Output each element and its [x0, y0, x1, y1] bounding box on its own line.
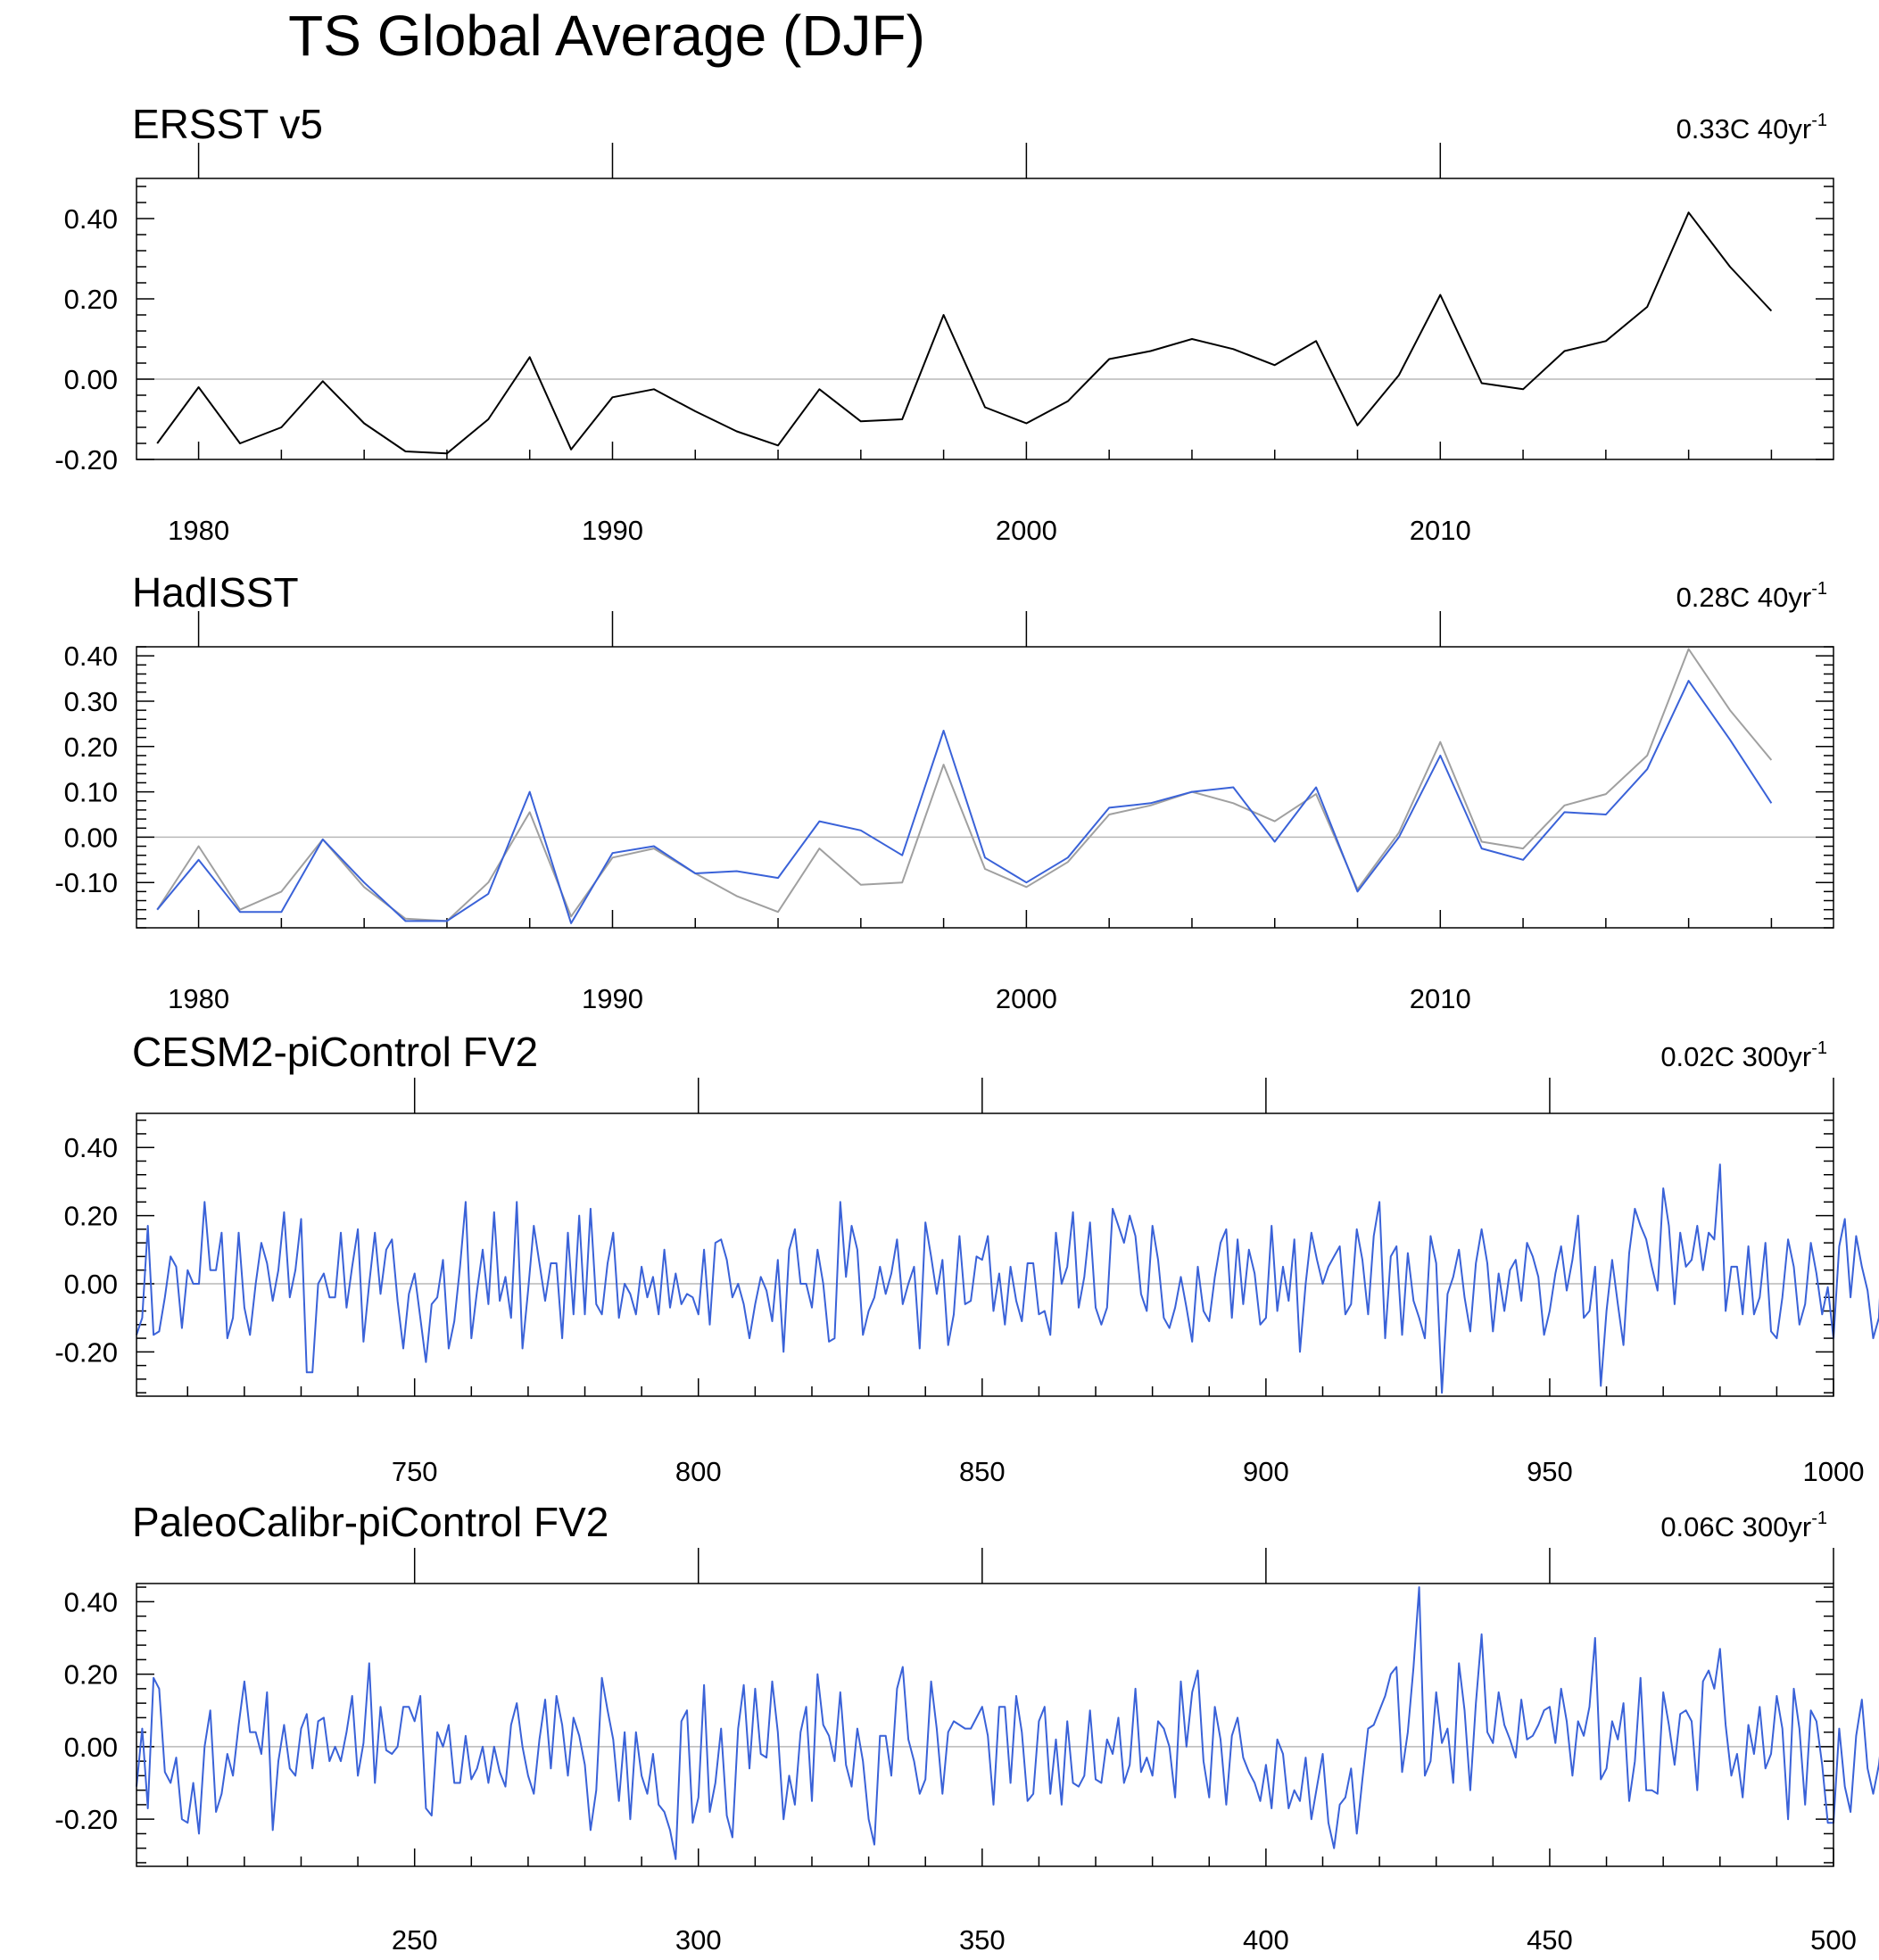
series-line [156, 648, 1773, 922]
y-tick-label: 0.30 [64, 686, 118, 717]
y-tick-label: 0.20 [64, 1659, 118, 1691]
trend-label: 0.06C 300yr-1 [1660, 1509, 1827, 1542]
panel-4: PaleoCalibr-piControl FV2 0.06C 300yr-1 -0… [54, 1499, 1879, 1956]
y-tick-label: 0.20 [64, 1201, 118, 1232]
trend-exponent: -1 [1811, 111, 1827, 130]
trend-label: 0.33C 40yr-1 [1676, 111, 1827, 145]
x-tick-label: 1980 [168, 515, 229, 546]
trend-exponent: -1 [1811, 1038, 1827, 1058]
y-tick-label: 0.00 [64, 822, 118, 853]
x-tick-label: 350 [959, 1924, 1006, 1956]
trend-value: 0.28C 40yr [1676, 582, 1812, 613]
trend-label: 0.02C 300yr-1 [1660, 1038, 1827, 1072]
y-tick-label: 0.00 [64, 1732, 118, 1763]
trend-label: 0.28C 40yr-1 [1676, 579, 1827, 613]
x-tick-label: 900 [1243, 1456, 1289, 1487]
trend-value: 0.33C 40yr [1676, 113, 1812, 145]
trend-exponent: -1 [1811, 1509, 1827, 1528]
x-tick-label: 2010 [1410, 983, 1471, 1014]
x-tick-label: 500 [1810, 1924, 1857, 1956]
y-tick-label: -0.20 [54, 1804, 118, 1835]
panel-title: ERSST v5 [132, 101, 323, 147]
plot-frame [136, 1583, 1834, 1867]
x-tick-label: 250 [392, 1924, 438, 1956]
series-line [156, 211, 1773, 455]
x-tick-label: 450 [1527, 1924, 1573, 1956]
trend-value: 0.02C 300yr [1660, 1041, 1811, 1072]
y-tick-label: 0.40 [64, 641, 118, 672]
panel-title: HadISST [132, 569, 299, 616]
panel-title: PaleoCalibr-piControl FV2 [132, 1499, 608, 1545]
x-tick-label: 1980 [168, 983, 229, 1014]
trend-value: 0.06C 300yr [1660, 1511, 1811, 1542]
figure-title: TS Global Average (DJF) [288, 4, 925, 68]
y-tick-label: 0.10 [64, 777, 118, 808]
series-line [136, 1163, 1879, 1394]
x-tick-label: 2010 [1410, 515, 1471, 546]
trend-exponent: -1 [1811, 579, 1827, 599]
y-tick-label: 0.20 [64, 284, 118, 315]
y-tick-label: 0.00 [64, 364, 118, 395]
x-tick-label: 950 [1527, 1456, 1573, 1487]
y-tick-label: -0.20 [54, 444, 118, 476]
y-tick-label: -0.20 [54, 1336, 118, 1368]
x-tick-label: 1990 [582, 983, 643, 1014]
y-tick-label: 0.40 [64, 1586, 118, 1617]
series-line [156, 680, 1773, 924]
x-tick-label: 2000 [996, 515, 1057, 546]
plot-frame [136, 646, 1834, 929]
x-tick-label: 750 [392, 1456, 438, 1487]
y-tick-label: 0.40 [64, 203, 118, 235]
panel-3: CESM2-piControl FV2 0.02C 300yr-1 -0.20 0.0… [54, 1029, 1879, 1487]
y-tick-label: 0.00 [64, 1269, 118, 1300]
x-tick-label: 300 [675, 1924, 722, 1956]
panel-title: CESM2-piControl FV2 [132, 1029, 538, 1075]
x-tick-label: 850 [959, 1456, 1006, 1487]
y-tick-label: 0.20 [64, 732, 118, 763]
y-tick-label: -0.10 [54, 867, 118, 898]
x-tick-label: 800 [675, 1456, 722, 1487]
x-tick-label: 2000 [996, 983, 1057, 1014]
panel-2: HadISST 0.28C 40yr-1 -0.10 0.00 0.10 0.20 0.30… [54, 569, 1834, 1014]
x-tick-label: 1000 [1803, 1456, 1865, 1487]
y-tick-label: 0.40 [64, 1132, 118, 1163]
panel-1: ERSST v5 0.33C 40yr-1 -0.20 0.00 0.20 0.40 198… [54, 101, 1834, 546]
plot-frame [136, 178, 1834, 460]
x-tick-label: 1990 [582, 515, 643, 546]
x-tick-label: 400 [1243, 1924, 1289, 1956]
plot-frame [136, 1112, 1834, 1397]
series-line [136, 1586, 1879, 1860]
